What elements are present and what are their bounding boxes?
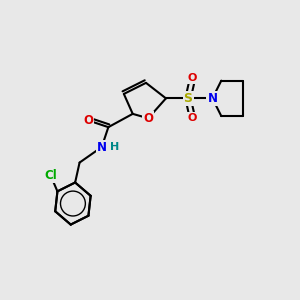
- Text: Cl: Cl: [44, 169, 57, 182]
- Text: N: N: [97, 141, 107, 154]
- Text: H: H: [110, 142, 120, 152]
- Text: O: O: [143, 112, 153, 125]
- Text: O: O: [188, 113, 197, 123]
- Text: N: N: [207, 92, 218, 105]
- Text: O: O: [188, 74, 197, 83]
- Text: S: S: [184, 92, 193, 105]
- Text: O: O: [83, 114, 93, 127]
